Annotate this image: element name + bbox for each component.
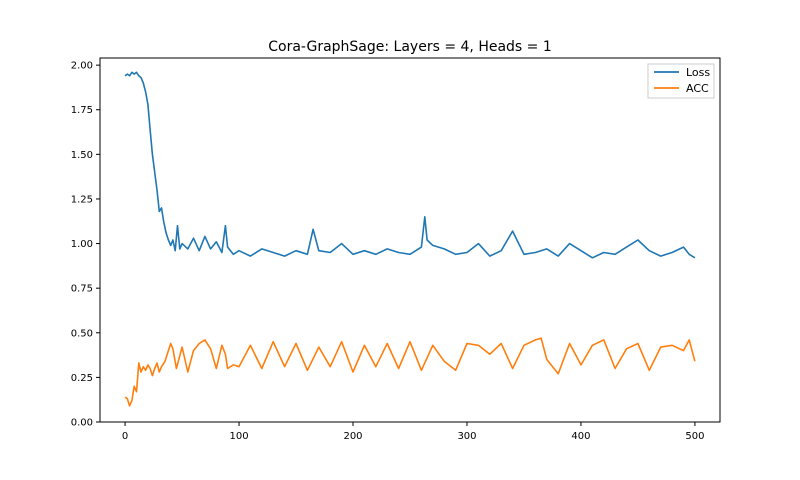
legend: Loss ACC (647, 63, 715, 99)
y-axis: 0.00 0.25 0.50 0.75 1.00 1.25 1.50 1.75 2.00 (71, 61, 100, 429)
x-tick-label: 500 (685, 431, 704, 442)
y-tick-label: 1.25 (71, 194, 93, 205)
series-line-loss (124, 71, 696, 259)
y-tick-label: 0.00 (71, 418, 93, 429)
x-tick-label: 100 (229, 431, 248, 442)
legend-acc-label: ACC (686, 82, 709, 95)
y-tick-label: 0.25 (71, 373, 93, 384)
x-tick-label: 300 (457, 431, 476, 442)
y-tick-label: 2.00 (71, 61, 93, 72)
x-tick-label: 400 (571, 431, 590, 442)
y-tick-label: 0.75 (71, 284, 93, 295)
x-tick-label: 0 (122, 431, 128, 442)
y-tick-label: 1.00 (71, 239, 93, 250)
y-tick-label: 1.75 (71, 105, 93, 116)
x-tick-label: 200 (343, 431, 362, 442)
plot-frame (99, 57, 721, 423)
legend-loss-label: Loss (686, 66, 710, 79)
legend-box (647, 63, 715, 99)
x-axis: 0 100 200 300 400 500 (122, 422, 704, 442)
y-tick-label: 0.50 (71, 328, 93, 339)
plot-series (124, 71, 696, 407)
chart-title: Cora-GraphSage: Layers = 4, Heads = 1 (268, 39, 552, 55)
y-tick-label: 1.50 (71, 150, 93, 161)
series-line-acc (124, 337, 696, 407)
